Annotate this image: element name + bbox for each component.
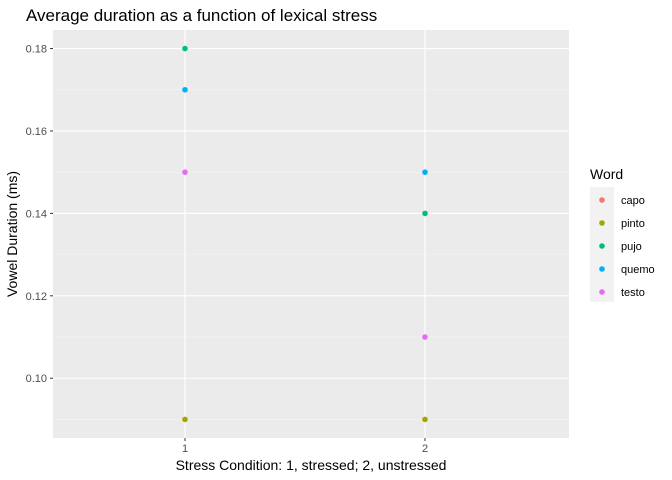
minor-grid bbox=[53, 89, 569, 420]
legend-label-pujo: pujo bbox=[621, 241, 642, 253]
data-points bbox=[182, 45, 428, 423]
major-grid bbox=[53, 30, 569, 438]
x-axis-title: Stress Condition: 1, stressed; 2, unstre… bbox=[176, 457, 447, 473]
data-point-quemo bbox=[422, 169, 428, 175]
plot-panel bbox=[53, 30, 569, 438]
legend-key-testo bbox=[599, 289, 605, 295]
data-point-testo bbox=[422, 334, 428, 340]
y-tick-label: 0.10 bbox=[26, 373, 47, 385]
legend-label-pinto: pinto bbox=[621, 218, 645, 230]
legend-label-testo: testo bbox=[621, 287, 645, 299]
data-point-pujo bbox=[182, 45, 188, 52]
data-point-pujo bbox=[422, 210, 428, 217]
legend-key-pujo bbox=[599, 243, 605, 249]
data-point-pinto bbox=[182, 416, 188, 423]
data-point-testo bbox=[182, 169, 188, 175]
y-tick-label: 0.12 bbox=[26, 291, 47, 303]
legend-key-pinto bbox=[599, 220, 605, 226]
legend-items: capo pinto pujo quemo testo bbox=[599, 195, 655, 299]
y-tick-label: 0.14 bbox=[26, 208, 47, 220]
legend-label-quemo: quemo bbox=[621, 264, 655, 276]
y-axis: 0.10 0.12 0.14 0.16 0.18 bbox=[26, 44, 53, 385]
x-tick-label: 1 bbox=[182, 443, 188, 455]
data-point-quemo bbox=[182, 86, 188, 93]
legend: Word capo pinto pujo quemo testo bbox=[590, 166, 655, 302]
y-axis-title: Vowel Duration (ms) bbox=[4, 171, 20, 297]
y-tick-label: 0.16 bbox=[26, 126, 47, 138]
y-tick-label: 0.18 bbox=[26, 44, 47, 56]
x-tick-label: 2 bbox=[422, 443, 428, 455]
legend-label-capo: capo bbox=[621, 195, 645, 207]
legend-key-capo bbox=[599, 197, 605, 203]
legend-key-quemo bbox=[599, 266, 605, 272]
data-point-pinto bbox=[422, 416, 428, 423]
chart-title: Average duration as a function of lexica… bbox=[26, 6, 377, 25]
legend-title: Word bbox=[590, 166, 623, 182]
